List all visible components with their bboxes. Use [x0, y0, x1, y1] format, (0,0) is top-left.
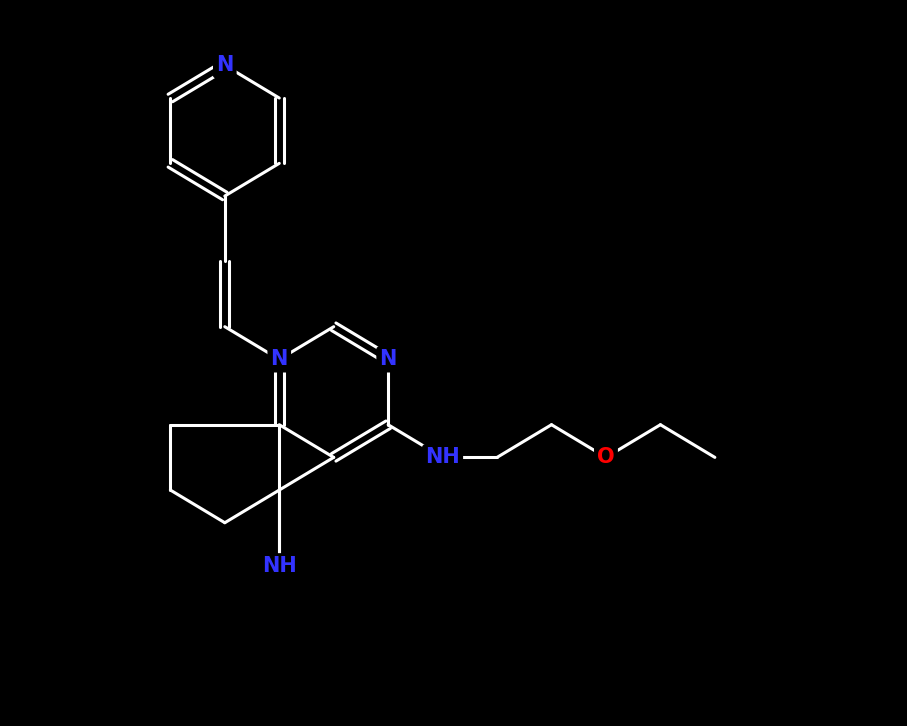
Text: N: N	[270, 349, 288, 370]
Text: N: N	[379, 349, 397, 370]
Text: N: N	[216, 55, 233, 76]
Text: O: O	[597, 447, 615, 468]
Text: NH: NH	[425, 447, 460, 468]
Text: NH: NH	[262, 556, 297, 576]
